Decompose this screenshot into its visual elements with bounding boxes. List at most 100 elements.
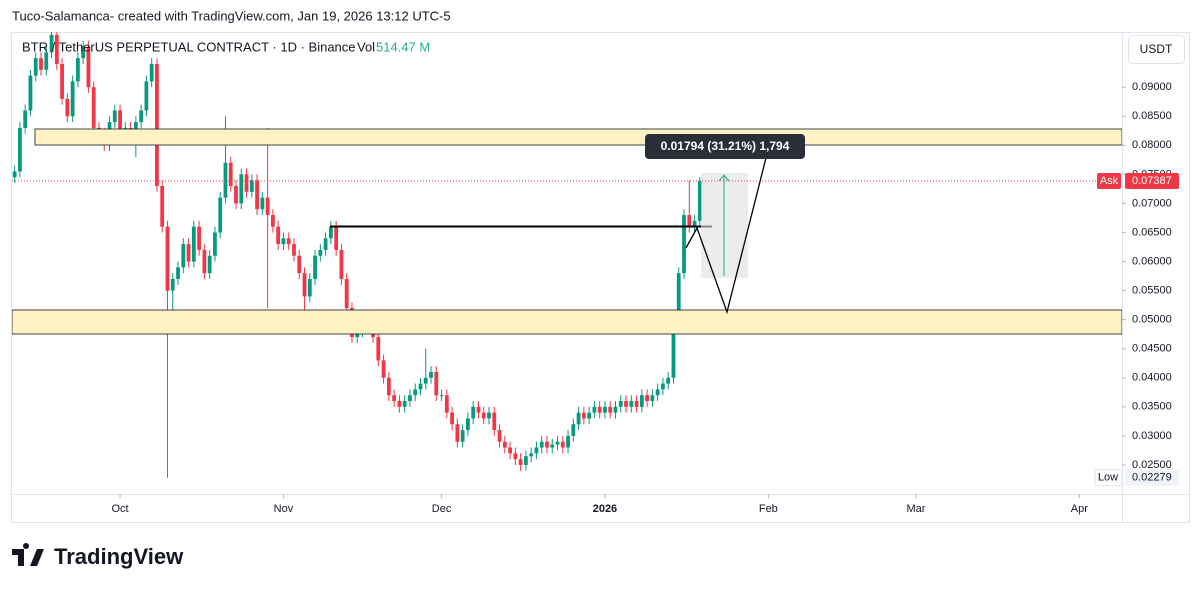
candle-body — [386, 377, 391, 396]
candle-body — [213, 232, 217, 256]
symbol-label: BTR / TetherUS PERPETUAL CONTRACT · 1D ·… — [22, 39, 356, 54]
candle-body — [687, 215, 692, 227]
candle-body — [481, 412, 486, 419]
x-tick-label: Oct — [111, 503, 128, 515]
low-price-box — [1125, 469, 1179, 486]
chart-frame — [11, 32, 1190, 523]
candle-body — [339, 249, 344, 279]
candle-body — [44, 52, 49, 70]
candle-body — [471, 406, 476, 419]
candle-body — [292, 244, 296, 256]
y-tick-label: 0.08000 — [1132, 139, 1172, 151]
candle-body — [207, 255, 212, 274]
y-tick-label: 0.04000 — [1132, 372, 1172, 384]
candle-body — [344, 278, 349, 309]
candle-body — [12, 171, 17, 178]
chart-title: Tuco-Salamanca- created with TradingView… — [12, 8, 451, 23]
candle-body — [629, 401, 634, 407]
candle-body — [307, 278, 312, 297]
currency-label[interactable]: USDT — [1140, 42, 1173, 56]
candle-body — [413, 389, 418, 396]
candle-body — [444, 395, 449, 413]
candle-body — [323, 238, 328, 250]
candle-body — [228, 162, 233, 186]
candle-body — [397, 401, 402, 407]
candle-body — [566, 435, 570, 448]
ask-tag-box — [1097, 172, 1121, 189]
candle-body — [75, 58, 80, 82]
y-tick-label: 0.06500 — [1132, 226, 1172, 238]
candle-body — [513, 453, 518, 460]
candle-body — [86, 46, 91, 88]
candle-body — [223, 162, 228, 198]
y-tick-label: 0.02500 — [1132, 459, 1172, 471]
candle-body — [302, 273, 307, 297]
candle-body — [165, 226, 170, 291]
currency-button[interactable] — [1128, 35, 1185, 64]
candle-body — [239, 174, 244, 204]
y-tick-label: 0.04500 — [1132, 343, 1172, 355]
candle-body — [676, 273, 681, 326]
candle-body — [692, 220, 697, 227]
candle-body — [392, 395, 397, 402]
candle-body — [671, 325, 676, 378]
candle-body — [571, 424, 576, 436]
low-tag: Low — [1098, 472, 1118, 484]
candle-body — [555, 441, 560, 445]
candle-body — [265, 197, 270, 216]
x-tick-label: Apr — [1071, 503, 1088, 515]
ask-price-box — [1125, 172, 1179, 189]
candle-body — [418, 383, 423, 390]
candle-body — [655, 389, 660, 396]
candle-body — [234, 186, 238, 204]
ask-price: 0.07387 — [1132, 175, 1172, 187]
candle-body — [70, 81, 75, 117]
candle-body — [118, 110, 122, 140]
candle-body — [218, 197, 223, 233]
candle-body — [155, 63, 159, 186]
candle-body — [28, 75, 33, 111]
candle-body — [402, 401, 407, 407]
candle-body — [286, 238, 291, 245]
candle-body — [455, 424, 460, 442]
projection-path — [685, 149, 769, 315]
candle-body — [581, 412, 586, 419]
ask-tag: Ask — [1100, 175, 1119, 187]
candle-body — [313, 255, 317, 279]
candle-body — [508, 447, 512, 454]
candle-body — [545, 441, 549, 448]
candle-body — [502, 441, 507, 448]
candle-body — [650, 395, 655, 402]
candle-body — [434, 371, 439, 396]
candle-body — [466, 418, 470, 431]
x-tick-label: 2026 — [593, 503, 617, 515]
low-price: 0.02279 — [1132, 472, 1172, 484]
candle-body — [139, 110, 144, 123]
resistance-zone — [34, 128, 1122, 146]
candle-body — [23, 110, 28, 128]
x-tick-label: Mar — [906, 503, 925, 515]
volume-value: 514.47 M — [376, 39, 430, 54]
candle-body — [49, 34, 54, 53]
candle-body — [181, 244, 186, 268]
candle-body — [60, 63, 64, 99]
candle-body — [328, 226, 333, 239]
candle-body — [160, 186, 165, 227]
candle-body — [202, 249, 207, 274]
candle-body — [608, 406, 613, 413]
low-tag-box — [1094, 469, 1123, 487]
candle-body — [476, 406, 481, 413]
candle-body — [423, 377, 428, 384]
measure-label-box — [645, 134, 805, 159]
candle-body — [429, 371, 433, 378]
candle-body — [450, 412, 454, 425]
candle-body — [281, 238, 286, 245]
candle-body — [639, 395, 644, 407]
candle-body — [381, 360, 386, 378]
candle-body — [550, 444, 555, 448]
candle-body — [460, 430, 465, 442]
candle-body — [439, 395, 444, 397]
candle-body — [18, 127, 22, 172]
